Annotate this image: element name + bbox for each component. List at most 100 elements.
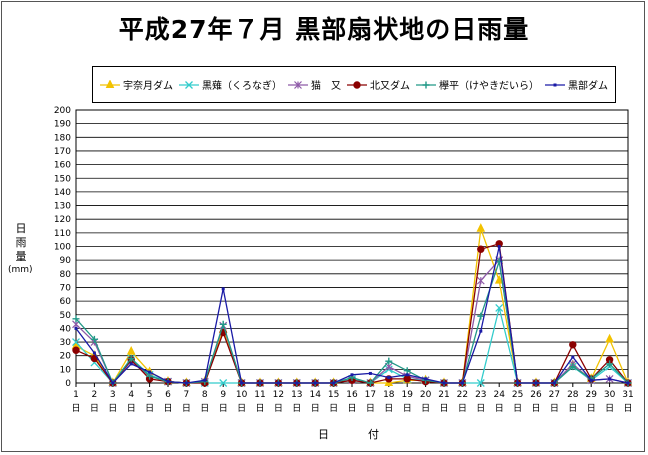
series-5-point [385,357,393,365]
legend-swatch [347,80,367,89]
y-axis-unit: (mm) [8,265,33,275]
x-tick-suffix: 日 [200,403,209,414]
x-tick-label: 5 [147,390,153,400]
x-tick-suffix: 日 [311,403,320,414]
legend-item-4: 北又ダム [347,77,410,92]
series-5-point [477,312,485,320]
x-tick-label: 24 [493,390,505,400]
x-tick-suffix: 日 [274,403,283,414]
x-tick-suffix: 日 [329,403,338,414]
x-tick-label: 23 [475,390,486,400]
x-tick-suffix: 日 [71,403,80,414]
x-tick-suffix: 日 [439,403,448,414]
legend-label: 宇奈月ダム [123,81,173,92]
series-6-point [74,326,78,330]
legend-item-5: 欅平（けやきだいら） [416,77,539,92]
x-tick-suffix: 日 [421,403,430,414]
series-5-point [146,372,154,380]
x-tick-label: 28 [567,390,579,400]
series-2-point [72,338,80,347]
x-tick-suffix: 日 [219,403,228,414]
x-tick-label: 31 [622,390,633,400]
series-6-point [184,381,188,385]
x-tick-suffix: 日 [384,403,393,414]
series-6-point [166,380,170,384]
series-6-point [313,381,317,385]
legend-swatch-marker [353,80,361,89]
x-tick-label: 19 [401,390,413,400]
x-tick-suffix: 日 [605,403,614,414]
x-tick-suffix: 日 [163,403,172,414]
x-tick-suffix: 日 [495,403,504,414]
series-6-point [332,381,336,385]
x-tick-suffix: 日 [255,403,264,414]
y-tick-label: 70 [60,283,72,293]
series-2-point [495,303,504,312]
y-tick-label: 140 [54,188,71,198]
series-1-point [605,333,614,343]
series-1-point [126,345,136,355]
series-6-point [295,381,299,385]
series-5-point [366,379,374,387]
series-5-point [127,354,135,362]
series-6-point [203,378,207,382]
legend-item-1: 宇奈月ダム [100,77,173,92]
series-2-point [476,379,485,387]
x-tick-label: 30 [604,390,616,400]
x-tick-suffix: 日 [550,403,559,414]
series-1-point [494,275,504,284]
y-tick-label: 190 [54,120,71,130]
x-tick-label: 10 [236,390,248,400]
series-6-point [552,381,556,385]
x-tick-suffix: 日 [403,403,412,414]
series-6-point [608,377,612,381]
series-6-point [497,245,501,248]
chart-title: 平成27年７月 黒部扇状地の日雨量 [118,15,530,44]
legend-label: 黒薙（くろなぎ） [202,81,282,92]
y-tick-label: 200 [54,106,71,116]
series-6-point [479,329,483,333]
y-tick-label: 80 [60,270,72,280]
series-6-point [92,351,96,355]
y-tick-label: 100 [54,243,71,253]
y-tick-label: 90 [60,256,72,266]
legend-label: 猫 又 [311,81,341,92]
legend-swatch [416,81,436,88]
x-tick-label: 25 [512,390,523,400]
x-tick-suffix: 日 [513,403,522,414]
x-tick-label: 9 [220,390,226,400]
legend-swatch [545,83,565,86]
x-tick-suffix: 日 [292,403,301,414]
series-4-point [403,375,411,383]
series-2-point [219,379,228,387]
x-tick-label: 6 [165,390,171,400]
legend-label: 欅平（けやきだいら） [439,81,539,92]
y-axis-label: 日雨量 [15,222,27,263]
x-tick-label: 14 [309,390,321,400]
legend-item-3: 猫 又 [288,77,341,92]
x-tick-label: 13 [291,390,302,400]
series-5-point [606,360,614,368]
y-tick-label: 40 [60,324,72,334]
series-5-point [90,335,98,343]
series-4-point [72,346,80,354]
x-tick-suffix: 日 [108,403,117,414]
legend-label: 黒部ダム [568,81,608,92]
series-6-point [368,371,372,375]
series-6-point [276,381,280,385]
y-tick-label: 160 [54,161,71,171]
series-4-point [569,341,577,349]
legend-swatch-marker [422,81,430,88]
legend-swatch-marker [185,80,193,89]
series-1-point [476,223,486,232]
series-3-point [476,276,485,285]
series-6-point [350,373,354,377]
x-tick-label: 7 [184,390,190,400]
series-6-point [534,381,538,385]
y-tick-label: 60 [60,297,72,307]
series-6-point [442,381,446,385]
x-tick-label: 21 [438,390,449,400]
x-tick-label: 1 [73,390,79,400]
series-6-point [626,381,630,385]
legend-swatch [100,79,120,88]
